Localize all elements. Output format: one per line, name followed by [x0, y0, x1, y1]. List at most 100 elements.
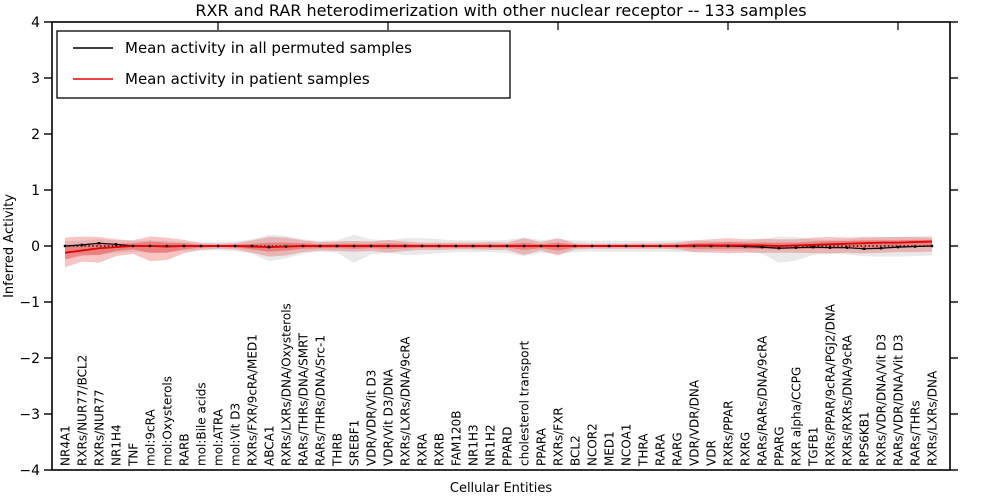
- permuted-marker: [556, 244, 560, 248]
- permuted-marker: [862, 247, 866, 250]
- legend-label-patient: Mean activity in patient samples: [125, 70, 370, 88]
- permuted-marker: [828, 246, 832, 249]
- permuted-marker: [250, 244, 254, 248]
- x-category-label: NR1H4: [110, 424, 124, 466]
- permuted-marker: [301, 244, 305, 248]
- x-category-label: RARs/RARs/DNA/9cRA: [756, 335, 770, 466]
- permuted-marker: [777, 247, 781, 250]
- permuted-marker: [505, 244, 509, 248]
- x-category-label: NCOA1: [620, 424, 634, 466]
- series-line-patient: [64, 240, 933, 254]
- x-category-label: mol:ATRA: [212, 408, 226, 466]
- x-category-label: RARs/THRs/DNA/SMRT: [297, 332, 311, 466]
- permuted-marker: [811, 245, 815, 249]
- x-category-label: RXRs/LXRs/DNA: [926, 370, 940, 466]
- legend-box: [56, 30, 511, 99]
- x-category-label: THRB: [331, 433, 345, 467]
- permuted-marker: [284, 245, 288, 248]
- x-category-label: PPARG: [773, 426, 787, 466]
- y-tick-label: −1: [19, 295, 40, 311]
- x-category-label: RXRs/LXRs/DNA/9cRA: [399, 336, 413, 466]
- x-category-label: RXRs/VDR/DNA/Vit D3: [875, 334, 889, 466]
- permuted-marker: [148, 244, 152, 248]
- permuted-marker: [216, 244, 220, 248]
- permuted-marker: [845, 246, 849, 249]
- x-category-label: PPARA: [535, 427, 549, 466]
- legend-label-permuted: Mean activity in all permuted samples: [125, 39, 412, 57]
- x-category-label: RPS6KB1: [858, 411, 872, 466]
- permuted-marker: [726, 244, 730, 248]
- permuted-marker: [624, 244, 628, 248]
- permuted-marker: [267, 245, 271, 249]
- permuted-marker: [318, 244, 322, 248]
- x-category-label: RXRA: [416, 433, 430, 466]
- permuted-marker: [352, 244, 356, 248]
- x-category-label: RXRs/LXRs/DNA/Oxysterols: [280, 303, 294, 466]
- permuted-marker: [930, 244, 934, 248]
- x-category-label: RXRs/NUR77/BCL2: [76, 355, 90, 466]
- permuted-marker: [131, 244, 135, 248]
- x-category-label: VDR/VDR/DNA: [688, 379, 702, 466]
- x-category-label: FAM120B: [450, 411, 464, 467]
- permuted-marker: [539, 244, 543, 248]
- y-tick-label: 2: [31, 127, 40, 143]
- x-category-label: RXRB: [433, 433, 447, 466]
- x-category-label: RXRs/FXR/9cRA/MED1: [246, 334, 260, 466]
- permuted-marker: [471, 244, 475, 248]
- permuted-marker: [879, 247, 883, 250]
- x-category-label: mol:Bile acids: [195, 382, 209, 466]
- permuted-marker: [233, 244, 237, 248]
- x-category-label: RARs/THRs/DNA/Src-1: [314, 335, 328, 466]
- x-category-label: RXRs/RXRs/DNA/9cRA: [841, 334, 855, 466]
- y-tick-label: 0: [31, 239, 40, 255]
- permuted-marker: [386, 244, 390, 248]
- y-tick-label: −3: [19, 407, 40, 423]
- y-tick-label: −4: [19, 463, 40, 479]
- x-category-label: RARs/THRs: [909, 400, 923, 466]
- x-category-label: VDR/Vit D3/DNA: [382, 368, 396, 466]
- y-tick-label: 1: [31, 183, 40, 199]
- plot-area: −4 −3 −2 −1 0 1 2 3 4 NR4A1 RXRs/NUR77/BCL2 RXRs/NU…: [19, 15, 958, 479]
- permuted-marker: [420, 244, 424, 248]
- x-category-label: TGFB1: [807, 427, 821, 467]
- permuted-marker: [437, 244, 441, 248]
- x-category-label: THRA: [637, 433, 651, 467]
- y-tick-label: 3: [31, 71, 40, 87]
- x-category-label: VDR/VDR/Vit D3: [365, 370, 379, 466]
- permuted-marker: [641, 244, 645, 248]
- x-category-label: RXRG: [739, 432, 753, 466]
- x-category-label: RXR alpha/CCPG: [790, 367, 804, 466]
- permuted-marker: [607, 244, 611, 248]
- y-axis-label: Inferred Activity: [2, 194, 17, 298]
- permuted-marker: [896, 245, 900, 249]
- x-category-label: RXRs/PPAR: [722, 401, 736, 466]
- x-category-label: RXRs/PPAR/9cRA/PGJ2/DNA: [824, 303, 838, 466]
- x-category-label: NR4A1: [59, 425, 73, 466]
- permuted-marker: [488, 244, 492, 248]
- x-category-label: mol:Oxysterols: [161, 376, 175, 466]
- permuted-marker: [760, 245, 764, 249]
- permuted-marker: [573, 244, 577, 248]
- permuted-marker: [165, 244, 169, 248]
- x-category-label: BCL2: [569, 435, 583, 466]
- permuted-marker: [403, 244, 407, 248]
- x-category-label: mol:9cRA: [144, 409, 158, 466]
- permuted-marker: [454, 244, 458, 248]
- permuted-marker: [590, 244, 594, 248]
- x-category-label: TNF: [127, 443, 141, 467]
- y-tick-label: −2: [19, 351, 40, 367]
- x-category-label: ABCA1: [263, 426, 277, 466]
- x-category-label: SREBF1: [348, 420, 362, 466]
- x-category-label: RARs/VDR/DNA/Vit D3: [892, 334, 906, 466]
- x-category-label: RXRs/NUR77: [93, 389, 107, 466]
- y-tick-label: 4: [31, 15, 40, 31]
- permuted-marker: [692, 244, 696, 248]
- x-category-label: PPARD: [501, 427, 515, 467]
- x-category-label: NR1H3: [467, 424, 481, 466]
- x-category-label: VDR: [705, 440, 719, 466]
- x-axis-label: Cellular Entities: [450, 481, 552, 496]
- permuted-marker: [794, 246, 798, 249]
- permuted-marker: [199, 244, 203, 248]
- x-category-label: NR1H2: [484, 424, 498, 466]
